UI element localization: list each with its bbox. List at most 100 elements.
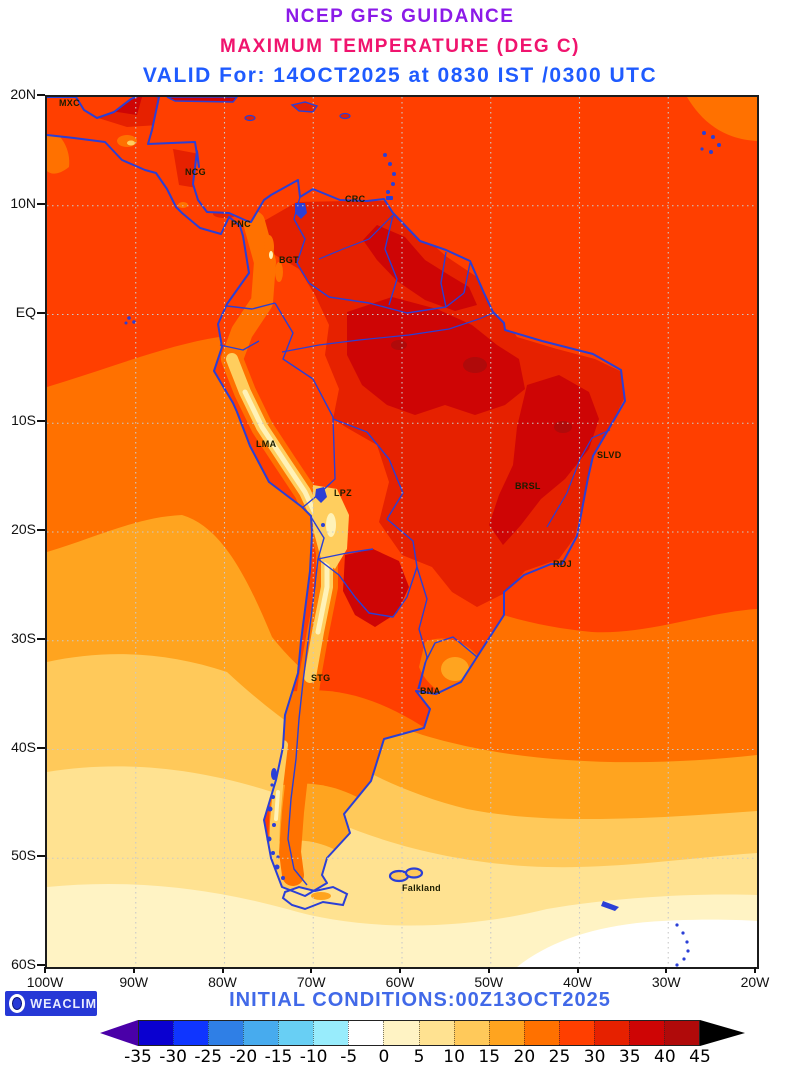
graticule — [47, 97, 757, 967]
x-axis-tick — [44, 967, 46, 973]
x-axis-tick — [221, 967, 224, 973]
colorbar-value: 20 — [513, 1047, 536, 1067]
colorbar-value: 0 — [378, 1047, 390, 1067]
colorbar-segment — [663, 1021, 699, 1045]
x-axis-label: 30W — [651, 974, 681, 990]
tdf-warm-patch — [311, 892, 331, 900]
colorbar-left-arrow — [100, 1020, 138, 1046]
x-axis-tick — [665, 967, 668, 973]
y-axis-label: 10N — [10, 194, 36, 211]
colorbar-segment — [139, 1021, 174, 1045]
colorbar-segment — [523, 1021, 559, 1045]
colorbar-value: 15 — [478, 1047, 501, 1067]
colorbar-segment — [278, 1021, 314, 1045]
y-axis-tick — [37, 311, 45, 314]
y-axis-label: 30S — [11, 629, 36, 646]
x-axis-tick — [310, 967, 313, 973]
colorbar-value: 45 — [689, 1047, 711, 1067]
weaclim-brand-text: WEACLIM — [30, 996, 97, 1011]
ocean-band-below-0 — [517, 919, 757, 967]
colorbar-value: -25 — [194, 1047, 223, 1067]
colorbar-value: -20 — [229, 1047, 258, 1067]
x-axis-label: 100W — [26, 974, 64, 990]
colorbar-labels: -35 -30 -25 -20 -15 -10 -5 0 5 10 15 20 25 30 35 40 45 — [100, 1047, 760, 1067]
map-svg — [47, 97, 757, 967]
y-axis-tick — [37, 529, 45, 531]
x-axis-label: 50W — [474, 974, 504, 990]
x-axis-tick — [754, 967, 756, 973]
colorbar-segment — [593, 1021, 629, 1045]
ocean-nw-cool-patch — [47, 127, 70, 174]
colorbar-segment — [208, 1021, 244, 1045]
chilean-fjords — [266, 768, 285, 880]
x-axis-label: 80W — [208, 974, 237, 990]
colorbar-value: -10 — [299, 1047, 328, 1067]
x-axis-label: 40W — [563, 974, 592, 990]
y-axis-tick — [37, 94, 45, 96]
latitude-axis: 20N 10N EQ 10S 20S 30S 40S 50S 60S — [0, 86, 38, 972]
y-axis-tick — [37, 746, 45, 749]
colorbar-value: 10 — [443, 1047, 465, 1067]
colorbar-segment — [453, 1021, 489, 1045]
y-axis-tick — [37, 855, 45, 858]
colorbar-segment — [348, 1021, 384, 1045]
x-axis-label: 70W — [296, 974, 326, 990]
weaclim-logo: WEACLIM — [5, 991, 97, 1016]
colorbar-value: 30 — [583, 1047, 606, 1067]
page-title: NCEP GFS GUIDANCE — [285, 6, 515, 27]
x-axis-tick — [132, 967, 135, 973]
y-axis-tick — [37, 637, 45, 640]
lake-titicaca — [315, 487, 327, 503]
y-axis-label: 60S — [11, 956, 36, 972]
x-axis-tick — [399, 967, 401, 973]
coastline — [47, 97, 626, 897]
colorbar-segments — [138, 1020, 700, 1046]
initial-conditions-line: INITIAL CONDITIONS:00Z13OCT2025 — [229, 989, 611, 1011]
longitude-axis: 100W 90W 80W 70W 60W 50W 40W 30W 20W — [27, 967, 769, 997]
colorbar-value: 40 — [654, 1047, 676, 1067]
x-axis-label: 90W — [119, 974, 149, 990]
y-axis-label: 20N — [10, 86, 36, 102]
colorbar-segment — [173, 1021, 209, 1045]
colorbar-value: -30 — [159, 1047, 188, 1067]
rivers — [281, 214, 611, 528]
colorbar-value: 5 — [413, 1047, 425, 1067]
latitude-ticks — [37, 94, 45, 966]
y-axis-label: 10S — [11, 412, 36, 429]
colorbar-right-arrow — [700, 1020, 745, 1046]
x-axis-tick — [576, 967, 579, 973]
colorbar-value: -35 — [124, 1047, 152, 1067]
x-axis-tick — [487, 967, 490, 973]
weaclim-ring-icon — [9, 994, 26, 1013]
x-axis-label: 20W — [740, 974, 770, 990]
valid-time-line: VALID For: 14OCT2025 at 0830 IST /0300 U… — [142, 64, 658, 87]
colorbar-segment — [383, 1021, 419, 1045]
colorbar-segment — [558, 1021, 594, 1045]
chart-subtitle: MAXIMUM TEMPERATURE (DEG C) — [220, 36, 580, 57]
colorbar-segment — [488, 1021, 524, 1045]
lake-poopo — [321, 523, 325, 527]
country-borders — [219, 196, 478, 886]
colorbar-segment — [628, 1021, 664, 1045]
y-axis-label: 40S — [11, 738, 36, 755]
temperature-colorbar — [100, 1020, 745, 1046]
y-axis-label: EQ — [15, 303, 36, 320]
colorbar-value: -15 — [264, 1047, 293, 1067]
islands — [124, 97, 721, 967]
colorbar-segment — [313, 1021, 349, 1045]
y-axis-tick — [37, 420, 45, 423]
ocean-ne-cool-patch — [687, 97, 757, 141]
colorbar-segment — [418, 1021, 454, 1045]
x-axis-label: 60W — [385, 974, 415, 990]
colorbar-value: -5 — [340, 1047, 358, 1067]
colorbar-value: 35 — [618, 1047, 641, 1067]
y-axis-tick — [37, 202, 45, 205]
colorbar-value: 25 — [548, 1047, 571, 1067]
colorbar-segment — [243, 1021, 279, 1045]
y-axis-tick — [37, 964, 45, 966]
y-axis-label: 20S — [11, 521, 36, 537]
map-panel — [45, 95, 759, 969]
y-axis-label: 50S — [11, 847, 36, 864]
lake-maracaibo — [295, 203, 307, 219]
